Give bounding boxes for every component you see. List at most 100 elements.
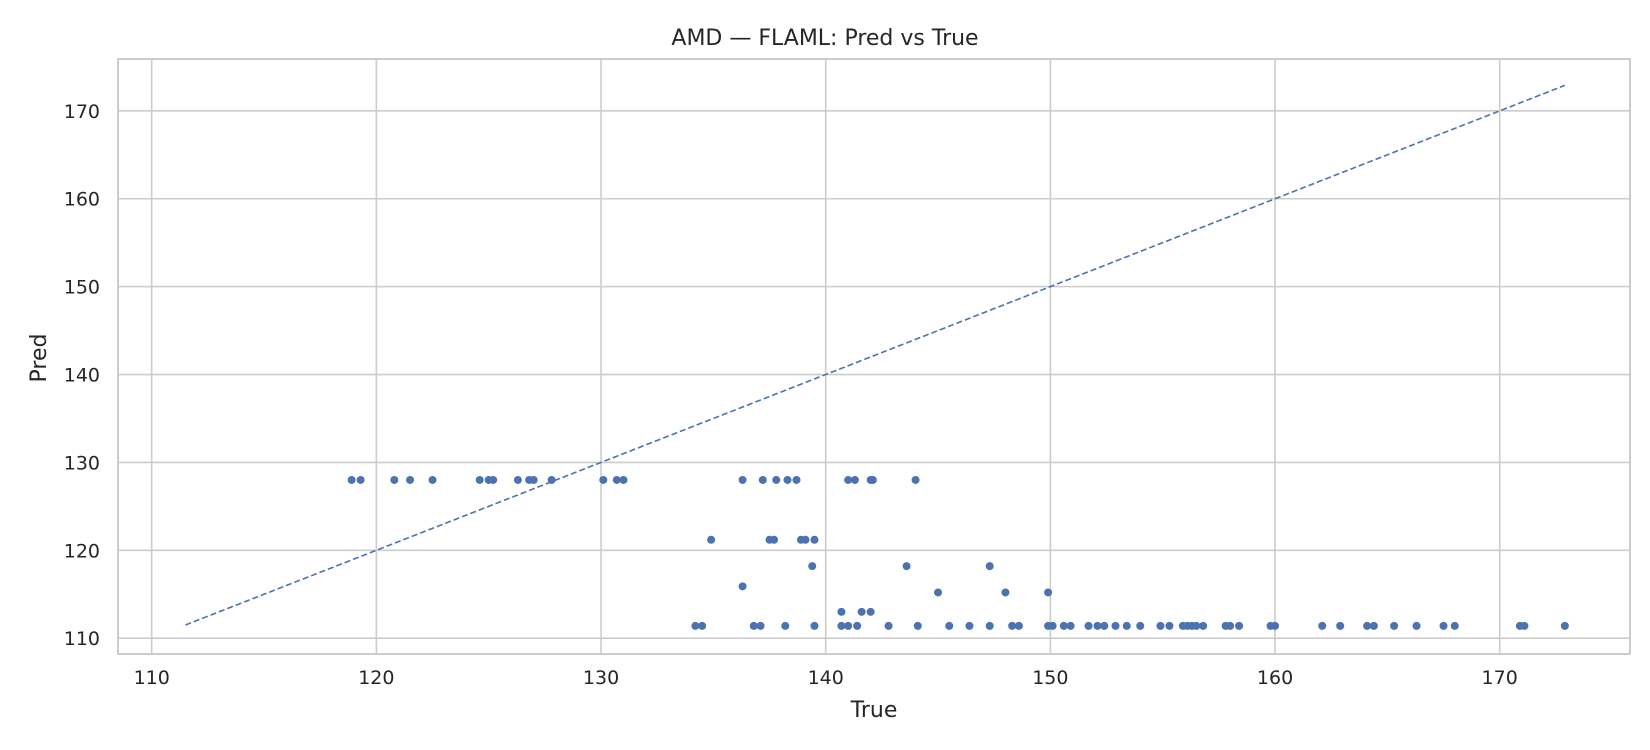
data-point — [1412, 621, 1421, 630]
data-point — [1235, 621, 1244, 630]
data-point — [781, 621, 790, 630]
data-point — [698, 621, 707, 630]
data-point — [1271, 621, 1280, 630]
data-point — [837, 621, 846, 630]
data-point — [612, 475, 621, 484]
data-point — [1560, 621, 1569, 630]
data-point — [1066, 621, 1075, 630]
data-point — [1226, 621, 1235, 630]
x-axis-label: True — [850, 698, 898, 723]
data-point — [1059, 621, 1068, 630]
data-point — [428, 475, 437, 484]
data-point — [1363, 621, 1372, 630]
grid-lines — [118, 59, 1630, 654]
y-tick-label: 120 — [64, 540, 100, 562]
data-point — [853, 621, 862, 630]
data-point — [913, 621, 922, 630]
data-point — [810, 535, 819, 544]
data-point — [1136, 621, 1145, 630]
data-point — [1001, 588, 1010, 597]
data-point — [749, 621, 758, 630]
y-tick-labels: 110 120 130 140 150 160 170 — [64, 101, 100, 650]
data-point — [1156, 621, 1165, 630]
data-point — [783, 475, 792, 484]
data-point — [770, 535, 779, 544]
data-point — [619, 475, 628, 484]
data-point — [347, 475, 356, 484]
y-tick-label: 140 — [64, 365, 100, 387]
data-point — [738, 475, 747, 484]
data-point — [801, 535, 810, 544]
x-tick-labels: 110 120 130 140 150 160 170 — [134, 667, 1518, 689]
data-point — [1390, 621, 1399, 630]
data-point — [513, 475, 522, 484]
reference-line — [185, 84, 1566, 626]
data-point — [691, 621, 700, 630]
x-tick-label: 160 — [1257, 667, 1293, 689]
data-point — [850, 475, 859, 484]
data-point — [1048, 621, 1057, 630]
data-point — [837, 607, 846, 616]
data-point — [1199, 621, 1208, 630]
data-point — [844, 475, 853, 484]
data-point — [1122, 621, 1131, 630]
data-point — [1014, 621, 1023, 630]
y-tick-label: 150 — [64, 277, 100, 299]
data-point — [475, 475, 484, 484]
data-point — [1008, 621, 1017, 630]
data-point — [1044, 588, 1053, 597]
y-tick-label: 110 — [64, 628, 100, 650]
data-point — [985, 562, 994, 571]
data-point — [547, 475, 556, 484]
y-tick-label: 170 — [64, 101, 100, 123]
data-point — [808, 562, 817, 571]
data-point — [1336, 621, 1345, 630]
data-point — [1084, 621, 1093, 630]
x-tick-label: 130 — [583, 667, 619, 689]
data-point — [902, 562, 911, 571]
data-point — [489, 475, 498, 484]
chart-title: AMD — FLAML: Pred vs True — [671, 26, 978, 51]
data-point — [738, 582, 747, 591]
data-point — [390, 475, 399, 484]
data-point — [884, 621, 893, 630]
data-point — [529, 475, 538, 484]
data-point — [810, 621, 819, 630]
data-point — [406, 475, 415, 484]
x-tick-label: 110 — [134, 667, 170, 689]
data-point — [1165, 621, 1174, 630]
data-point — [1520, 621, 1529, 630]
data-point — [772, 475, 781, 484]
data-point — [965, 621, 974, 630]
data-point — [356, 475, 365, 484]
data-point — [857, 607, 866, 616]
data-point — [911, 475, 920, 484]
x-tick-label: 120 — [358, 667, 394, 689]
data-point — [1450, 621, 1459, 630]
plot-frame — [117, 58, 1631, 655]
data-point — [1100, 621, 1109, 630]
y-tick-label: 160 — [64, 189, 100, 211]
x-tick-label: 170 — [1482, 667, 1518, 689]
data-point — [758, 475, 767, 484]
data-point — [945, 621, 954, 630]
x-tick-label: 140 — [808, 667, 844, 689]
data-point — [1369, 621, 1378, 630]
data-point — [934, 588, 943, 597]
data-point — [985, 621, 994, 630]
data-point — [1111, 621, 1120, 630]
y-axis-label: Pred — [27, 334, 52, 383]
data-point — [756, 621, 765, 630]
data-point — [1439, 621, 1448, 630]
data-points — [347, 475, 1569, 630]
data-point — [1093, 621, 1102, 630]
data-point — [866, 607, 875, 616]
data-point — [599, 475, 608, 484]
x-tick-label: 150 — [1032, 667, 1068, 689]
data-point — [1318, 621, 1327, 630]
data-point — [844, 621, 853, 630]
y-tick-label: 130 — [64, 452, 100, 474]
data-point — [868, 475, 877, 484]
data-point — [1192, 621, 1201, 630]
